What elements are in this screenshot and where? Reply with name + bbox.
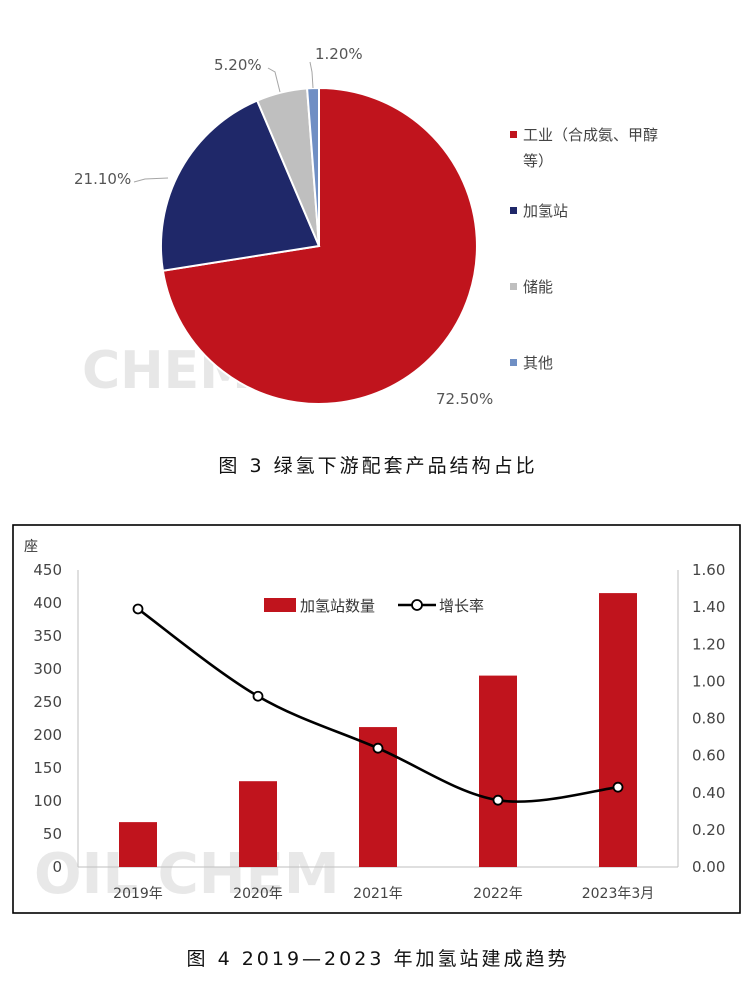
line-point	[492, 794, 504, 806]
legend-swatch	[510, 359, 517, 366]
legend-swatch	[510, 283, 517, 290]
left-axis: 0 50 100 150 200 250 300 350 400 450	[33, 561, 79, 876]
x-tick-label: 2020年	[233, 886, 283, 902]
legend-bar-label: 加氢站数量	[300, 597, 375, 615]
pie-data-label: 1.20%	[315, 45, 363, 63]
right-tick-label: 1.40	[692, 598, 725, 616]
figure-4-caption: 图 4 2019—2023 年加氢站建成趋势	[186, 948, 570, 970]
right-tick-label: 0.60	[692, 747, 725, 765]
right-tick-label: 0.20	[692, 821, 725, 839]
x-tick-label: 2022年	[473, 886, 523, 902]
left-tick-label: 400	[33, 594, 62, 612]
line-point	[252, 690, 264, 702]
bar	[119, 822, 157, 867]
legend-line-label: 增长率	[439, 597, 484, 615]
left-tick-label: 100	[33, 792, 62, 810]
legend-bar-swatch	[264, 598, 296, 612]
line-point	[132, 603, 144, 615]
right-tick-label: 1.20	[692, 635, 725, 653]
bar-series	[119, 593, 637, 867]
x-axis-labels: 2019年 2020年 2021年 2022年 2023年3月	[113, 886, 654, 902]
pie-slice	[160, 99, 321, 272]
left-tick-label: 350	[33, 627, 62, 645]
leader-line	[267, 67, 281, 93]
right-tick-label: 0.40	[692, 784, 725, 802]
left-tick-label: 200	[33, 726, 62, 744]
legend-label: 工业（合成氨、甲醇	[523, 126, 658, 144]
left-tick-label: 450	[33, 561, 62, 579]
left-tick-label: 150	[33, 759, 62, 777]
pie-data-label: 5.20%	[214, 56, 262, 74]
pie-slice	[306, 86, 320, 247]
legend-line-marker	[411, 599, 423, 611]
leader-line	[309, 61, 314, 89]
watermark: OIL CHEM	[34, 842, 340, 907]
pie-data-label: 72.50%	[436, 390, 493, 408]
bar	[599, 593, 637, 867]
line-point	[612, 781, 624, 793]
pie-slices	[160, 86, 478, 405]
bar	[479, 675, 517, 867]
bar	[239, 781, 277, 867]
legend-label: 储能	[523, 278, 553, 296]
x-tick-label: 2019年	[113, 886, 163, 902]
right-tick-label: 0.80	[692, 710, 725, 728]
x-tick-label: 2023年3月	[582, 886, 655, 902]
legend-label: 加氢站	[523, 202, 568, 220]
left-tick-label: 50	[43, 825, 62, 843]
legend-label: 其他	[523, 354, 553, 372]
legend-label: 等）	[523, 152, 553, 170]
pie-data-labels: 72.50% 21.10% 5.20% 1.20%	[74, 45, 493, 408]
figure-3-caption: 图 3 绿氢下游配套产品结构占比	[218, 455, 538, 477]
right-tick-label: 1.60	[692, 561, 725, 579]
left-axis-unit: 座	[24, 539, 38, 555]
left-tick-label: 0	[52, 858, 62, 876]
pie-data-label: 21.10%	[74, 170, 131, 188]
x-tick-label: 2021年	[353, 886, 403, 902]
left-tick-label: 300	[33, 660, 62, 678]
chart-legend: 加氢站数量 增长率	[264, 597, 484, 615]
growth-rate-markers	[132, 603, 624, 806]
bar-line-chart: OIL CHEM 座 0 50 100 150 200 250 300 350 400 450 0…	[12, 524, 741, 914]
right-tick-label: 0.00	[692, 858, 725, 876]
right-tick-label: 1.00	[692, 672, 725, 690]
right-axis: 0.00 0.20 0.40 0.60 0.80 1.00 1.20 1.40 1.60	[677, 561, 725, 876]
legend-swatch	[510, 207, 517, 214]
left-tick-label: 250	[33, 693, 62, 711]
leader-line	[133, 177, 169, 183]
pie-chart: CHEM 72.50%21.10%5.20%1.20% 工业（合成氨、甲醇等）加…	[62, 26, 686, 422]
legend-swatch	[510, 131, 517, 138]
line-point	[372, 742, 384, 754]
